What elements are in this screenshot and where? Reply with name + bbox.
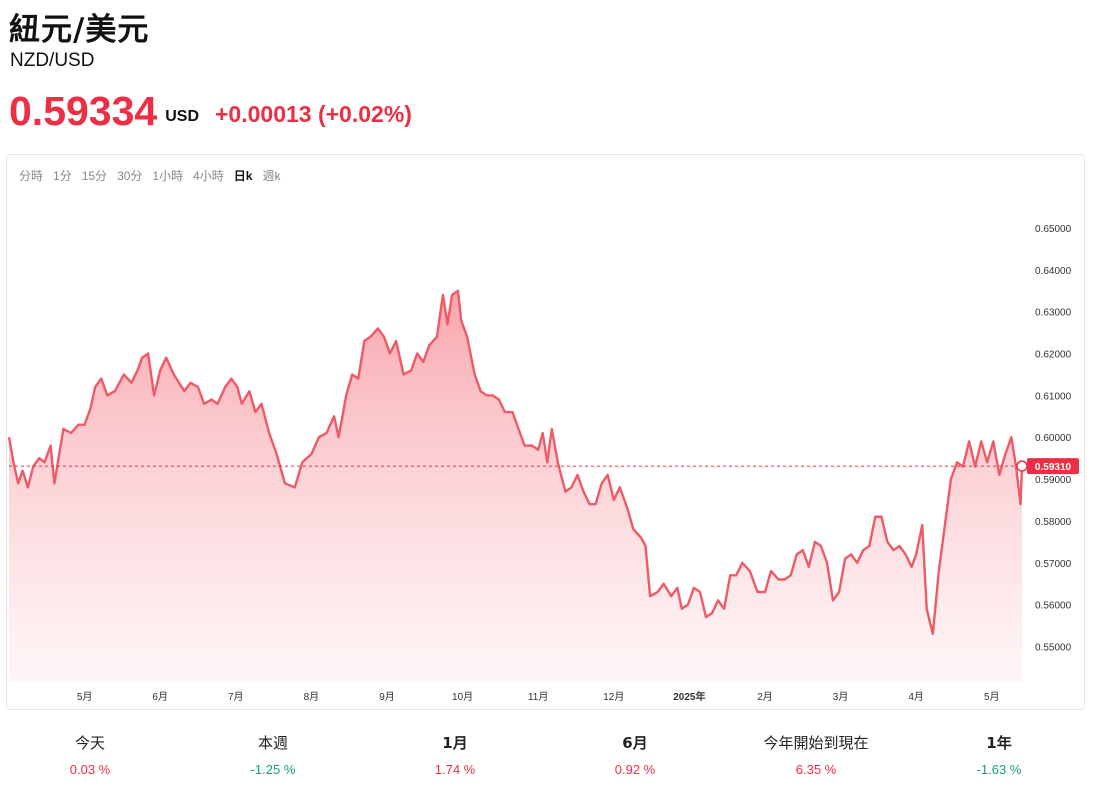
- timeframe-tabs: 分時 1分 15分 30分 1小時 4小時 日k 週k: [14, 167, 286, 184]
- stat-item: 1月 1.74 %: [380, 732, 530, 777]
- y-tick-label: 0.65000: [1035, 224, 1072, 235]
- page-title: 紐元/美元: [9, 12, 150, 48]
- tab-6[interactable]: 日k: [233, 169, 253, 183]
- stat-value: -1.63 %: [976, 762, 1022, 777]
- stat-value: 0.03 %: [69, 762, 111, 777]
- last-price-marker: [1016, 460, 1028, 472]
- price-area: [9, 290, 1022, 682]
- stat-label: 本週: [257, 734, 288, 752]
- x-tick-label: 6月: [152, 691, 168, 703]
- x-tick-label: 4月: [908, 691, 924, 703]
- tab-3[interactable]: 30分: [117, 169, 143, 183]
- y-tick-label: 0.57000: [1035, 559, 1072, 570]
- stat-value: 0.92 %: [614, 762, 656, 777]
- price-change: +0.00013 (+0.02%): [215, 101, 412, 127]
- stat-item: 1年 -1.63 %: [924, 732, 1074, 777]
- x-tick-label: 7月: [228, 691, 244, 703]
- currency-label: USD: [165, 108, 199, 125]
- x-tick-label: 8月: [304, 691, 320, 703]
- y-tick-label: 0.55000: [1035, 642, 1072, 653]
- tab-0[interactable]: 分時: [19, 169, 44, 183]
- stat-label: 今年開始到現在: [763, 734, 869, 752]
- stat-label: 今天: [74, 734, 105, 752]
- x-tick-label: 2月: [757, 691, 773, 703]
- stat-value: -1.25 %: [250, 762, 296, 777]
- price-line: [7, 289, 1024, 636]
- y-tick-label: 0.59000: [1035, 475, 1072, 486]
- reference-price-label: 0.59310: [1035, 462, 1072, 473]
- chart-panel: 分時 1分 15分 30分 1小時 4小時 日k 週k 0.65000 0.64000 0.630…: [6, 154, 1085, 710]
- tab-7[interactable]: 週k: [262, 169, 281, 183]
- stat-item: 本週 -1.25 %: [198, 732, 348, 777]
- tab-4[interactable]: 1小時: [152, 169, 184, 183]
- y-tick-label: 0.62000: [1035, 350, 1072, 361]
- stat-value: 6.35 %: [795, 762, 837, 777]
- x-tick-label: 9月: [379, 691, 395, 703]
- stat-label: 1年: [986, 734, 1012, 752]
- stat-item: 今年開始到現在 6.35 %: [741, 732, 891, 777]
- stat-label: 6月: [622, 734, 648, 752]
- y-tick-label: 0.56000: [1035, 601, 1072, 612]
- current-price: 0.59334: [9, 88, 158, 134]
- tab-1[interactable]: 1分: [53, 169, 72, 183]
- x-tick-label: 5月: [984, 691, 1000, 703]
- x-tick-label: 2025年: [673, 690, 705, 703]
- reference-badge: [1027, 458, 1079, 475]
- tab-5[interactable]: 4小時: [193, 169, 224, 183]
- x-tick-label: 5月: [77, 691, 93, 703]
- y-tick-label: 0.63000: [1035, 308, 1072, 319]
- price-row: 0.59334 USD +0.00013 (+0.02%): [9, 86, 412, 132]
- y-tick-label: 0.58000: [1035, 517, 1072, 528]
- stat-label: 1月: [442, 734, 468, 752]
- stat-value: 1.74 %: [434, 762, 476, 777]
- y-tick-label: 0.64000: [1035, 266, 1072, 277]
- y-tick-label: 0.61000: [1035, 391, 1072, 402]
- stat-item: 今天 0.03 %: [15, 732, 165, 777]
- price-chart[interactable]: 0.65000 0.64000 0.63000 0.62000 0.61000 0.600…: [7, 155, 1084, 709]
- symbol-label: NZD/USD: [10, 50, 95, 71]
- tab-2[interactable]: 15分: [81, 169, 108, 183]
- x-tick-label: 3月: [833, 691, 849, 703]
- x-tick-label: 10月: [452, 691, 473, 703]
- y-tick-label: 0.60000: [1035, 433, 1072, 444]
- stat-item: 6月 0.92 %: [560, 732, 710, 777]
- x-tick-label: 11月: [528, 691, 548, 703]
- x-tick-label: 12月: [603, 691, 624, 703]
